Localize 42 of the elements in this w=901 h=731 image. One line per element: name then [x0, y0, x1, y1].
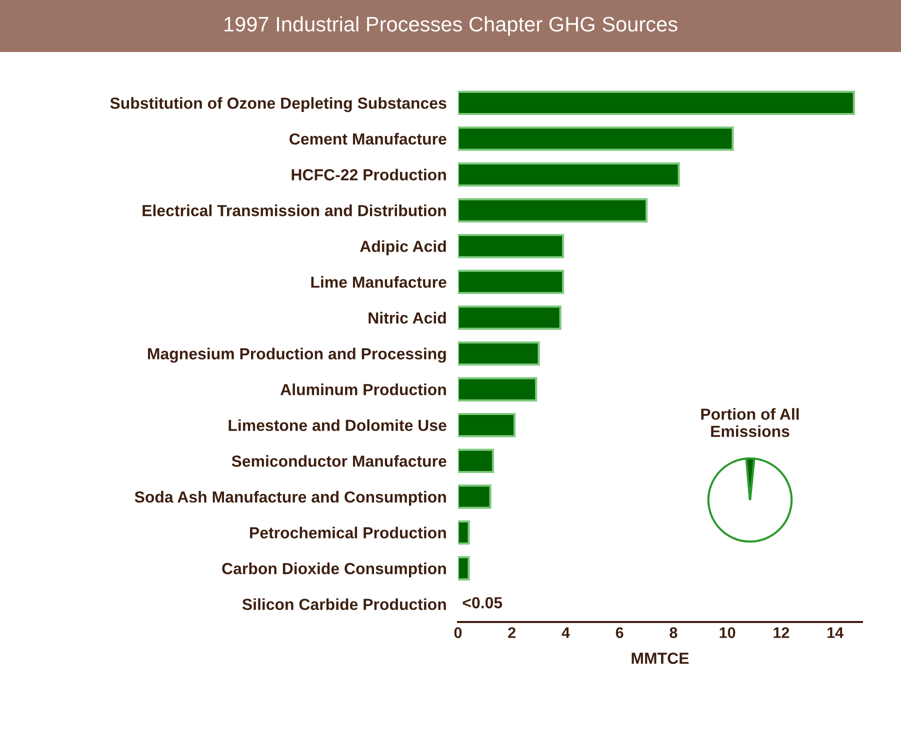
bar	[458, 377, 538, 402]
y-tick-label: Electrical Transmission and Distribution	[142, 204, 446, 216]
x-tick-label: 10	[720, 627, 736, 638]
x-tick-label: 4	[562, 627, 570, 638]
bar	[458, 126, 734, 151]
bar	[458, 520, 470, 545]
y-tick-label: Soda Ash Manufacture and Consumption	[134, 490, 446, 506]
y-tick-label: Aluminum Production	[280, 384, 446, 396]
bar	[458, 270, 564, 294]
bar	[458, 198, 648, 222]
y-tick-label: Magnesium Production and Processing	[148, 348, 446, 363]
bar	[458, 484, 492, 509]
x-tick-label: 0	[454, 627, 462, 638]
y-tick-label: Semiconductor Manufacture	[232, 455, 446, 467]
y-tick-label: Adipic Acid	[360, 240, 446, 256]
y-tick-label: Limestone and Dolomite Use	[228, 419, 446, 432]
bar	[458, 162, 680, 187]
y-tick-label: Petrochemical Production	[250, 526, 446, 538]
pie-slice	[707, 458, 793, 543]
y-tick-label: Cement Manufacture	[290, 132, 446, 145]
bar	[458, 341, 540, 366]
x-tick-label: 8	[670, 627, 678, 638]
y-tick-label: Lime Manufacture	[311, 276, 446, 288]
bar	[458, 306, 562, 330]
x-tick-label: 2	[508, 627, 516, 638]
bar	[458, 448, 494, 474]
y-tick-label: Nitric Acid	[368, 312, 446, 324]
bar	[458, 234, 564, 258]
bar	[458, 412, 516, 438]
chart-title: 1997 Industrial Processes Chapter GHG Sources	[224, 16, 678, 36]
chart-title: Portion of All Emissions	[701, 408, 799, 438]
y-tick-label: Carbon Dioxide Consumption	[222, 562, 446, 578]
data-label: <0.05	[462, 597, 502, 608]
x-tick-label: 14	[828, 627, 844, 638]
y-tick-label: Silicon Carbide Production	[242, 598, 446, 610]
x-tick-label: 6	[616, 627, 624, 638]
x-axis-title: MMTCE	[632, 652, 689, 664]
bar	[458, 556, 470, 580]
y-tick-label: HCFC-22 Production	[292, 168, 446, 180]
x-tick-label: 12	[774, 627, 790, 638]
y-tick-label: Substitution of Ozone Depleting Substances	[110, 97, 446, 112]
bar	[458, 90, 855, 116]
